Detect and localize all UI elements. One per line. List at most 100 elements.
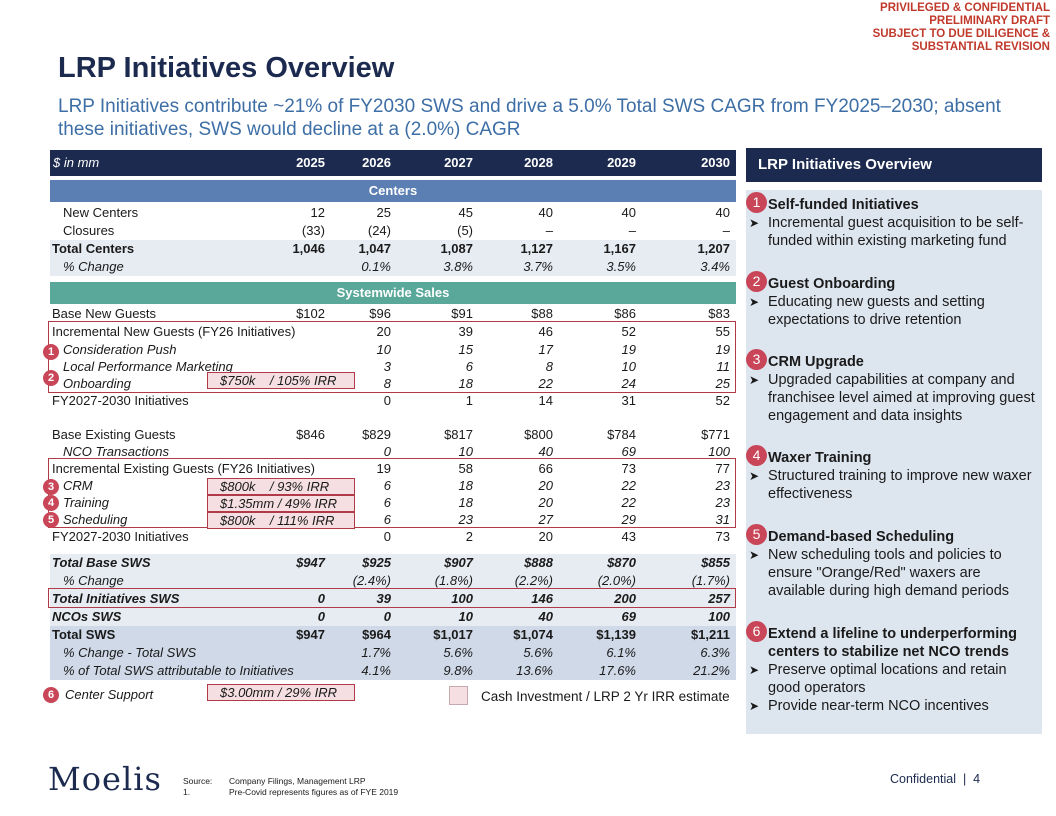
cell-value: 24: [621, 376, 636, 391]
panel-bullet-text: Preserve optimal locations and retain go…: [768, 662, 1007, 696]
stamp-line: PRELIMINARY DRAFT: [929, 15, 1050, 27]
cell-value: 46: [538, 324, 553, 339]
panel-item-heading: Self-funded Initiatives: [768, 197, 919, 213]
cell-value: 100: [708, 609, 730, 624]
bullet-arrow-icon: ➤: [749, 663, 760, 677]
table-row: CRM 6 18 20 22 23: [50, 477, 736, 495]
year-header: 2028: [524, 155, 553, 170]
year-header: 2029: [607, 155, 636, 170]
cell-value: 17.6%: [599, 663, 636, 678]
panel-body: [746, 190, 1042, 734]
badge-5: 5: [43, 512, 59, 528]
cell-value: 45: [458, 205, 473, 220]
page-title: LRP Initiatives Overview: [58, 52, 395, 84]
cell-value: 18: [458, 495, 473, 510]
cell-value: 55: [715, 324, 730, 339]
cell-value: 3.8%: [443, 259, 473, 274]
year-header: 2030: [701, 155, 730, 170]
row-label: NCOs SWS: [52, 609, 122, 624]
cell-value: 10: [376, 342, 391, 357]
cell-value: $800: [524, 427, 553, 442]
panel-item-demand-scheduling: Demand-based Scheduling ➤ New scheduling …: [749, 528, 1038, 600]
cell-value: 39: [376, 591, 391, 606]
table-row: Base New Guests $102 $96 $91 $88 $86 $83: [50, 305, 736, 323]
cell-value: 1,127: [520, 241, 553, 256]
cell-value: $1,211: [690, 627, 730, 642]
cell-value: $83: [708, 306, 730, 321]
row-label: CRM: [63, 478, 93, 493]
cell-value: 52: [715, 393, 730, 408]
cell-value: 58: [458, 461, 473, 476]
cell-value: 100: [451, 591, 473, 606]
table-row: Scheduling 6 23 27 29 31: [50, 511, 736, 529]
cell-value: 6: [383, 495, 391, 510]
cell-value: 69: [621, 609, 636, 624]
cell-value: 73: [621, 461, 636, 476]
cell-value: $925: [362, 555, 391, 570]
cell-value: 1,207: [697, 241, 730, 256]
panel-bullet-text: Upgraded capabilities at company and fra…: [768, 372, 1035, 424]
footnote-labels: Source: 1.: [183, 776, 212, 798]
cell-value: $888: [524, 555, 553, 570]
badge-3: 3: [43, 479, 59, 495]
cell-value: 6: [383, 512, 391, 527]
panel-badge-1: 1: [746, 192, 767, 213]
note-label: 1.: [183, 787, 191, 797]
row-label: Base New Guests: [52, 306, 157, 321]
panel-item-heading: Guest Onboarding: [768, 276, 896, 292]
panel-badge-2: 2: [746, 271, 767, 292]
cell-value: $964: [362, 627, 391, 642]
cell-value: 0: [317, 609, 325, 624]
table-row: Total Centers 1,046 1,047 1,087 1,127 1,167 1,…: [50, 240, 736, 258]
cell-value: 3.5%: [606, 259, 636, 274]
table-row: Total Initiatives SWS 0 39 100 146 200 257: [50, 590, 736, 608]
bullet-arrow-icon: ➤: [749, 295, 760, 309]
year-header: 2025: [296, 155, 325, 170]
sws-band: Systemwide Sales: [50, 282, 736, 304]
panel-bullet: ➤ Educating new guests and setting expect…: [749, 293, 1038, 329]
cell-value: 19: [376, 461, 391, 476]
row-label: % Change: [63, 573, 124, 588]
cell-value: 10: [458, 444, 473, 459]
cell-value: 1,167: [603, 241, 636, 256]
confidential-page-number: Confidential | 4: [890, 772, 981, 786]
table-row: Local Performance Marketing 3 6 8 10 11: [50, 358, 736, 376]
cell-value: 11: [716, 359, 731, 374]
legend-swatch: [449, 686, 468, 705]
cell-value: $784: [607, 427, 636, 442]
moelis-logo: Moelis: [48, 760, 162, 798]
badge-6: 6: [43, 687, 59, 703]
cell-value: 8: [545, 359, 553, 374]
cell-value: 69: [621, 444, 636, 459]
cell-value: $96: [369, 306, 391, 321]
cell-value: 1,046: [292, 241, 325, 256]
cell-value: (2.0%): [597, 573, 636, 588]
cell-value: (1.8%): [434, 573, 473, 588]
row-label: Training: [63, 495, 110, 510]
cell-value: 22: [538, 376, 553, 391]
cell-value: 77: [715, 461, 730, 476]
cell-value: $102: [296, 306, 325, 321]
row-label: New Centers: [63, 205, 139, 220]
panel-bullet-text: Structured training to improve new waxer…: [768, 468, 1032, 502]
panel-item-heading: Waxer Training: [768, 450, 872, 466]
cell-value: 23: [458, 512, 473, 527]
bullet-arrow-icon: ➤: [749, 548, 760, 562]
cell-value: 40: [538, 444, 553, 459]
table-row: % Change 0.1% 3.8% 3.7% 3.5% 3.4%: [50, 258, 736, 276]
cell-value: $1,017: [433, 627, 473, 642]
year-header: 2026: [362, 155, 391, 170]
cell-value: 1: [465, 393, 473, 408]
table-row: % Change - Total SWS 1.7% 5.6% 5.6% 6.1% 6.3%: [50, 644, 736, 662]
cell-value: $829: [362, 427, 391, 442]
table-row: Total Base SWS $947 $925 $907 $888 $870 $855: [50, 554, 736, 572]
cell-value: 13.6%: [516, 663, 553, 678]
row-label: FY2027-2030 Initiatives: [52, 529, 189, 544]
row-label: FY2027-2030 Initiatives: [52, 393, 189, 408]
panel-bullet-text: Educating new guests and setting expecta…: [768, 294, 985, 328]
cell-value: 0: [317, 591, 325, 606]
cell-value: (1.7%): [691, 573, 730, 588]
cell-value: $1,074: [513, 627, 553, 642]
cell-value: 257: [708, 591, 730, 606]
cell-value: $846: [296, 427, 325, 442]
